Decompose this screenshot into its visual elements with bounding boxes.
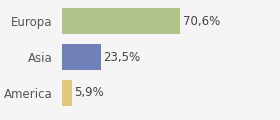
Text: 23,5%: 23,5% bbox=[104, 51, 141, 63]
Bar bbox=[62, 80, 71, 106]
Text: 70,6%: 70,6% bbox=[183, 15, 220, 28]
Bar bbox=[62, 44, 101, 70]
Bar bbox=[62, 8, 180, 34]
Text: 5,9%: 5,9% bbox=[74, 86, 104, 99]
